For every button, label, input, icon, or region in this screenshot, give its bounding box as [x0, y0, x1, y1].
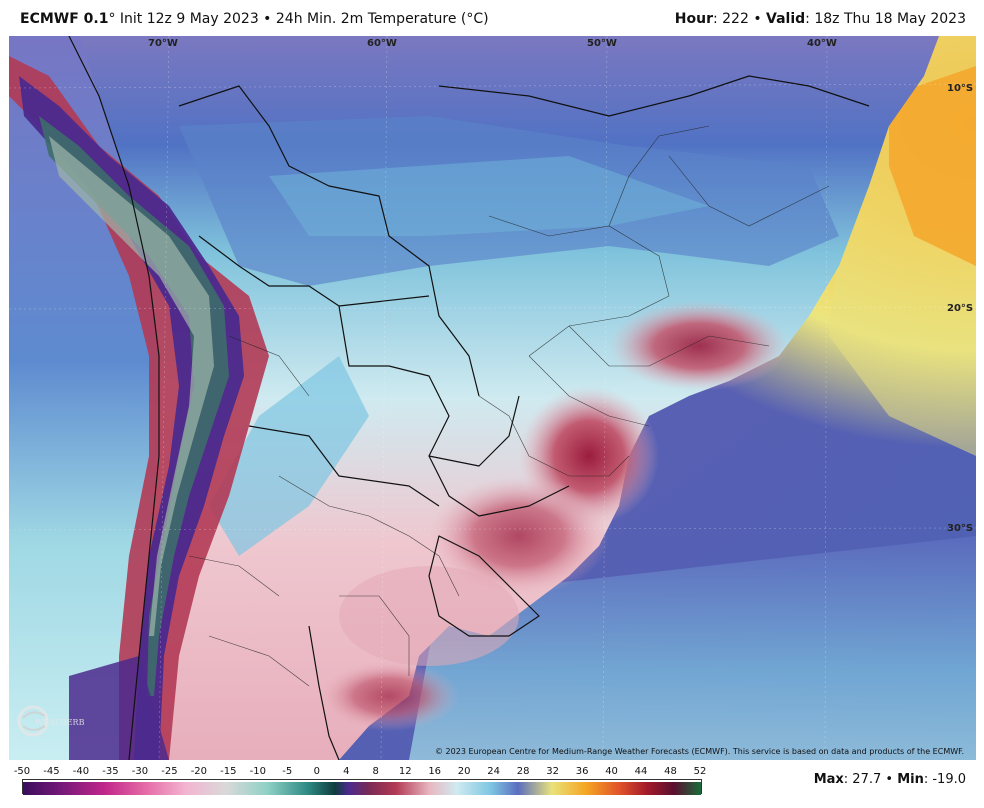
scale-tick-label: -5	[282, 766, 293, 777]
weatherbell-logo: WEATHERBELL	[15, 700, 85, 742]
max-min-readout: Max: 27.7 • Min: -19.0	[814, 772, 966, 787]
scale-tick-label: 52	[693, 766, 707, 777]
scale-tick-label: 24	[487, 766, 501, 777]
scale-tick-label: 32	[546, 766, 559, 777]
scale-tick-label: -20	[190, 766, 208, 777]
scale-tick-label: 36	[575, 766, 589, 777]
map-title: ECMWF 0.1° Init 12z 9 May 2023 • 24h Min…	[20, 11, 489, 27]
header-bar: ECMWF 0.1° Init 12z 9 May 2023 • 24h Min…	[0, 0, 984, 36]
scale-tick-label: 4	[343, 766, 350, 777]
color-scale-legend: -50 -45 -40 -35 -30 -25 -20 -15 -10 -5 0 4 8 12 16 20 24…	[0, 762, 984, 808]
scale-tick-label: 40	[605, 766, 618, 777]
valid-value: : 18z Thu 18 May 2023	[805, 11, 966, 27]
scale-tick-label: 16	[428, 766, 442, 777]
scale-tick-label: 28	[516, 766, 530, 777]
max-value: : 27.7 •	[843, 772, 898, 787]
weatherbell-logo-icon: WEATHERBELL	[17, 705, 85, 737]
longitude-label-60w: 60°W	[367, 38, 397, 49]
latitude-label-10s: 10°S	[947, 83, 974, 94]
valid-time: Hour: 222 • Valid: 18z Thu 18 May 2023	[675, 11, 966, 27]
valid-label: Valid	[766, 11, 806, 27]
temperature-field	[9, 36, 976, 760]
scale-tick-label: 48	[664, 766, 677, 777]
scale-tick-label: 12	[398, 766, 412, 777]
color-scale-bar	[22, 779, 702, 795]
color-scale-ticks: -50 -45 -40 -35 -30 -25 -20 -15 -10 -5 0 4 8 12 16 20 24…	[0, 766, 984, 780]
longitude-label-70w: 70°W	[148, 38, 178, 49]
scale-tick-label: 8	[372, 766, 379, 777]
max-label: Max	[813, 772, 844, 787]
scale-tick-label: -35	[102, 766, 119, 777]
scale-tick-label: 20	[457, 766, 471, 777]
longitude-label-40w: 40°W	[807, 38, 837, 49]
hour-value: : 222 •	[712, 11, 767, 27]
copyright-notice: © 2023 European Centre for Medium-Range …	[435, 747, 964, 756]
latitude-label-20s: 20°S	[947, 303, 974, 314]
scale-tick-label: 0	[313, 766, 320, 777]
scale-tick-label: -15	[220, 766, 237, 777]
model-name: ECMWF 0.1	[20, 11, 109, 27]
scale-tick-label: -40	[72, 766, 90, 777]
hour-label: Hour	[674, 11, 713, 27]
temperature-map[interactable]: 70°W 60°W 50°W 40°W 10°S 20°S 30°S WEATH…	[9, 36, 976, 760]
title-description: ° Init 12z 9 May 2023 • 24h Min. 2m Temp…	[108, 11, 489, 27]
logo-text: WEATHERBELL	[35, 718, 85, 727]
scale-tick-label: 44	[634, 766, 648, 777]
scale-tick-label: -25	[161, 766, 178, 777]
color-scale-gradient	[23, 782, 701, 795]
min-value: : -19.0	[923, 772, 966, 787]
scale-tick-label: -50	[13, 766, 31, 777]
min-label: Min	[897, 772, 924, 787]
scale-tick-label: -45	[43, 766, 60, 777]
scale-tick-label: -10	[249, 766, 266, 777]
scale-tick-label: -30	[131, 766, 149, 777]
longitude-label-50w: 50°W	[587, 38, 617, 49]
latitude-label-30s: 30°S	[947, 523, 974, 534]
